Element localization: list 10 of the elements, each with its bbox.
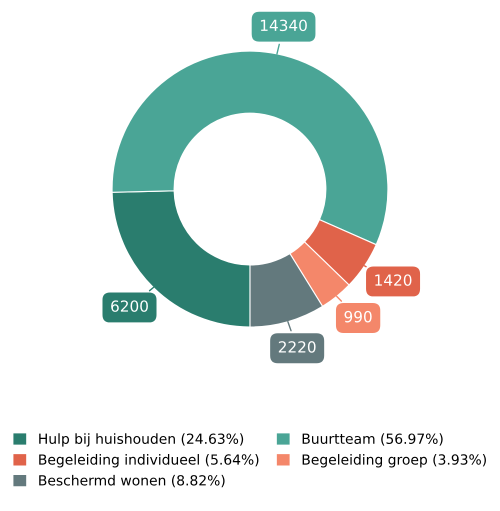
data-label: 2220 [278, 341, 316, 353]
legend-label: Hulp bij huishouden (24.63%) [39, 433, 244, 447]
data-label: 14340 [260, 20, 307, 32]
legend-label: Buurtteam (56.97%) [302, 433, 443, 446]
legend-label: Begeleiding groep (3.93%) [302, 454, 486, 468]
data-label: 1420 [375, 274, 412, 286]
data-label: 990 [344, 310, 372, 322]
legend-label: Begeleiding individueel (5.64%) [39, 454, 258, 468]
data-label: 6200 [111, 300, 148, 312]
legend-label: Beschermd wonen (8.82%) [39, 474, 225, 488]
